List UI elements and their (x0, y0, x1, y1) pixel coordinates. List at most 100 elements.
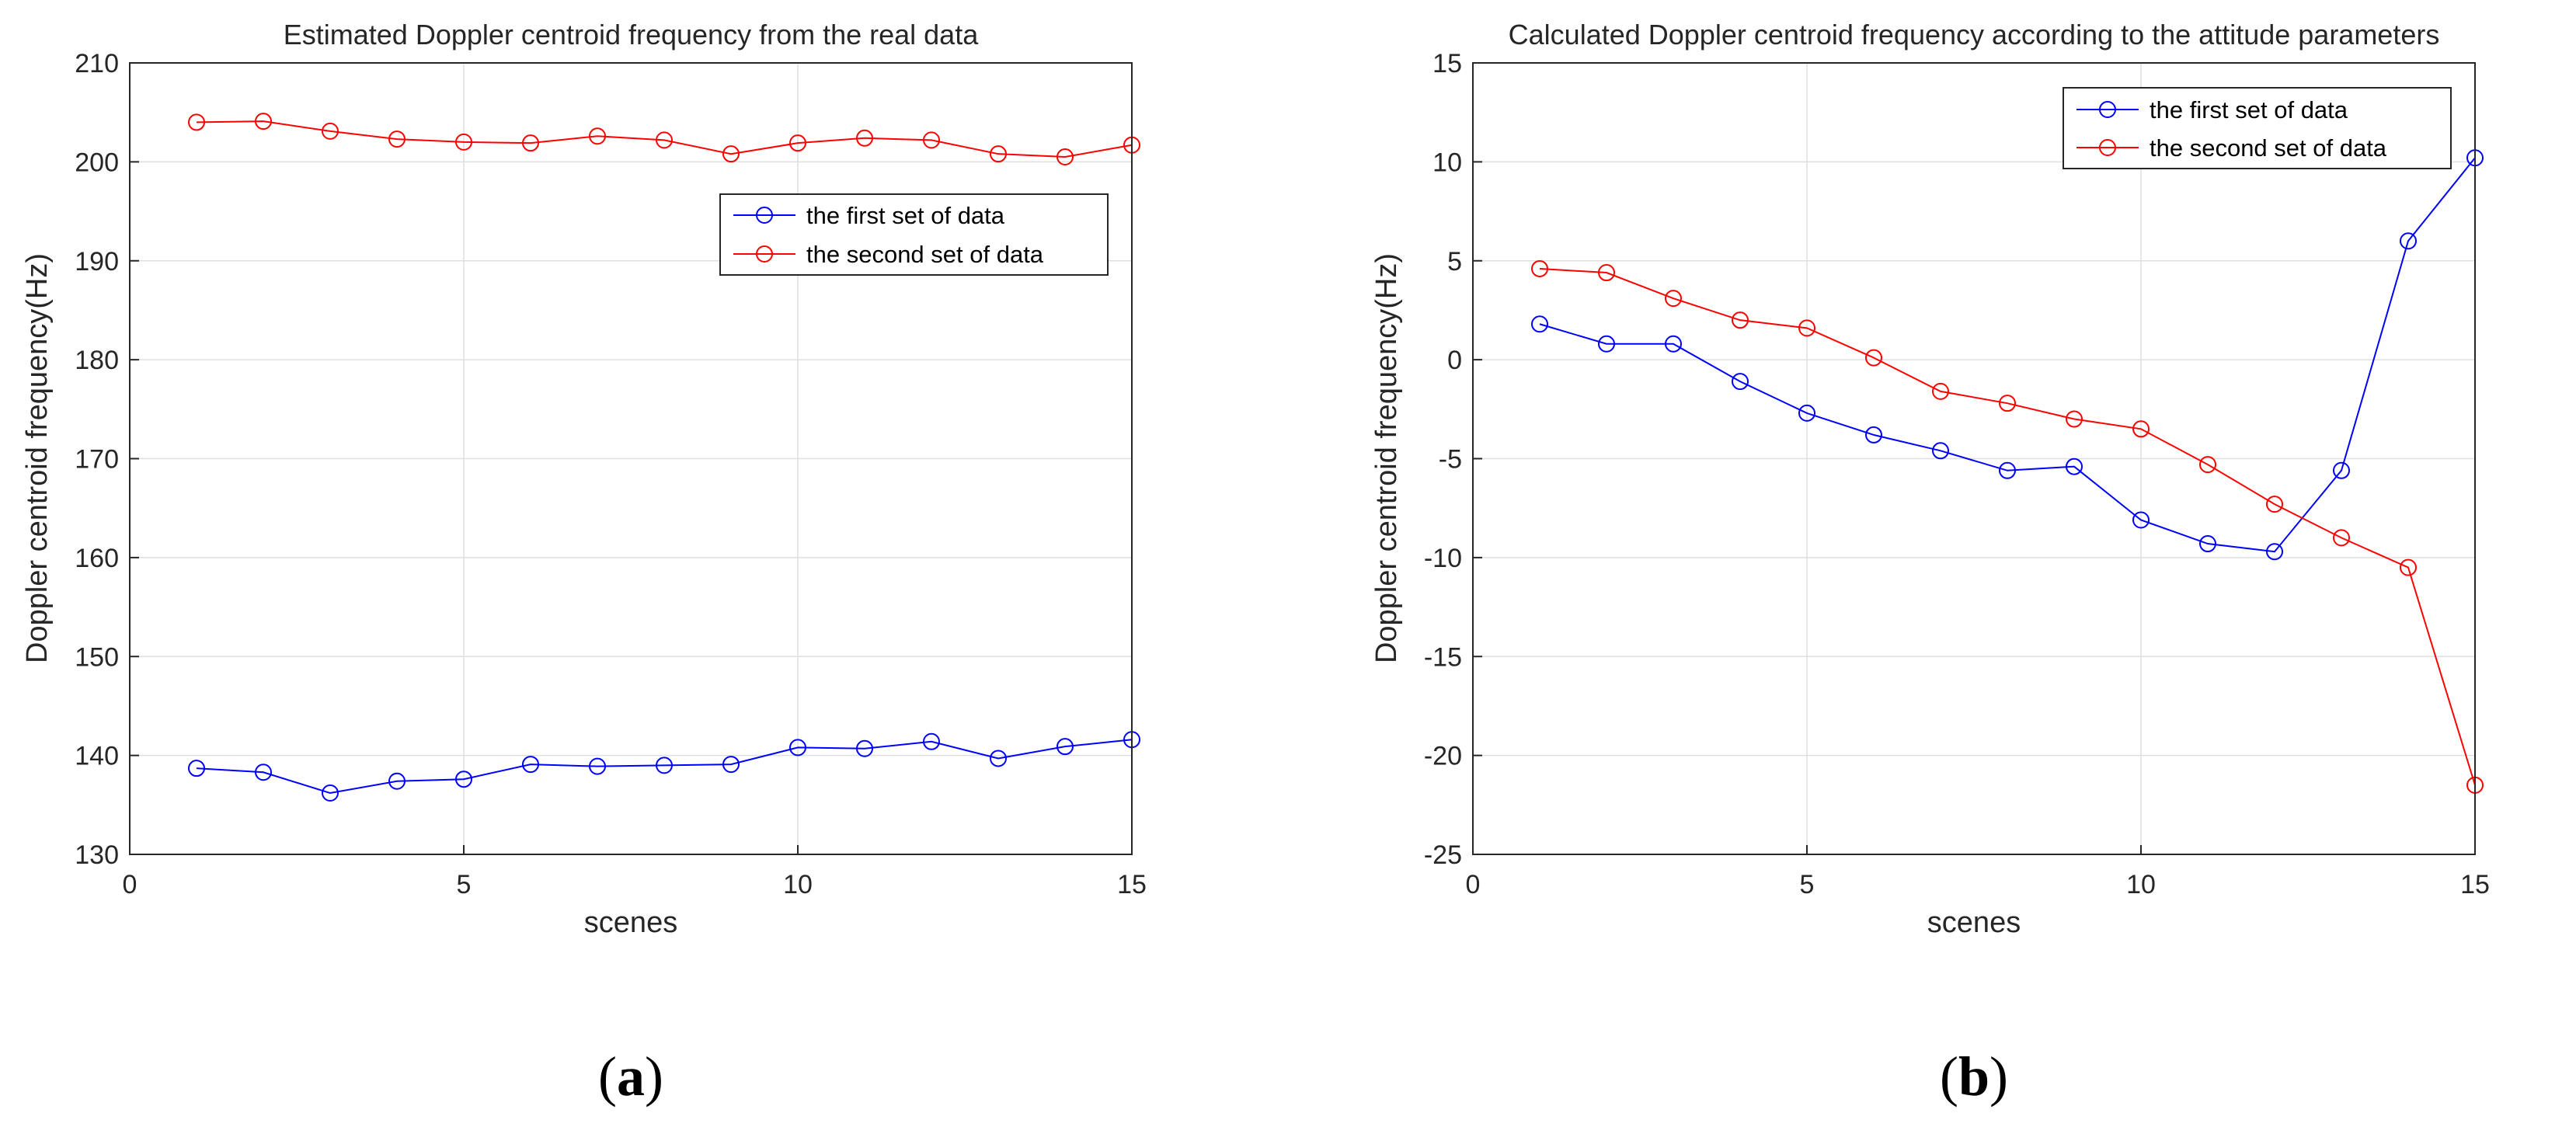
panel-b-legend: the first set of data the second set of … (2063, 87, 2452, 169)
panel-a-series-first-point (722, 756, 740, 774)
panel-a-legend-label-second: the second set of data (806, 241, 1044, 268)
panel-b-ticks: 0 5 10 15 -25 -20 -15 -10 -5 0 5 10 15 (1424, 49, 2490, 899)
panel-b-series-first-point (1598, 335, 1615, 353)
panel-a-series-second-point (789, 134, 806, 152)
panel-a-ytick-label: 190 (75, 247, 119, 277)
panel-b-ylabel: Doppler centroid frequency(Hz) (1370, 253, 1403, 663)
panel-b-series-first-line (1539, 157, 2476, 553)
panel-b-xtick-label: 15 (2460, 870, 2490, 899)
panel-a-series-second-point (455, 133, 472, 151)
panel-b-series-first-point (2266, 543, 2283, 561)
panel-b-series-second-point (1531, 259, 1548, 277)
panel-a-series-second-point (1057, 148, 1074, 166)
panel-b-ytick-label: -10 (1424, 544, 1462, 573)
panel-a-legend-box (719, 193, 1109, 276)
panel-b-ytick-label: -25 (1424, 840, 1462, 870)
panel-b-ytick-label: 0 (1447, 346, 1462, 375)
panel-b-series-first-point (1531, 315, 1548, 333)
panel-b-series-second-point (2199, 456, 2216, 474)
panel-a-series-first-point (990, 750, 1007, 767)
panel-a-series-first-point (255, 764, 272, 781)
panel-b-series-first-point (1798, 404, 1815, 422)
panel-b-series (1531, 149, 2484, 794)
panel-a-series (188, 113, 1140, 802)
panel-a-chart: 0 5 10 15 130 140 150 160 170 180 190 200 210 Estima… (21, 19, 1147, 939)
panel-a-series-first-point (522, 756, 539, 774)
panel-a-series-second-point (255, 113, 272, 130)
panel-b-series-first-point (1865, 426, 1882, 443)
panel-a-legend-marker-second (756, 245, 773, 263)
panel-a-ytick-label: 160 (75, 544, 119, 573)
panel-a-ylabel: Doppler centroid frequency(Hz) (21, 253, 54, 663)
panel-b-series-second-point (2333, 529, 2350, 547)
panel-b-legend-label-first: the first set of data (2150, 96, 2348, 123)
panel-b-series-second-point (1665, 290, 1682, 308)
panel-b-series-second-point (2132, 420, 2150, 438)
panel-b-ytick-label: -5 (1439, 445, 1462, 475)
panel-b-legend-label-second: the second set of data (2150, 134, 2387, 162)
panel-b-series-second-point (1865, 349, 1882, 367)
panel-a-ytick-label: 130 (75, 840, 119, 870)
panel-a-series-first-point (322, 784, 339, 802)
panel-b-grid (1473, 63, 2475, 854)
panel-a-series-second-point (589, 127, 606, 145)
panel-a-series-second-point (990, 145, 1007, 163)
panel-a-xtick-label: 5 (457, 870, 472, 899)
panel-a-grid (130, 63, 1132, 854)
panel-a-ytick-label: 180 (75, 346, 119, 375)
panel-a-series-first-point (923, 732, 940, 750)
panel-b-series-first-point (2132, 511, 2150, 529)
panel-a-series-first-point (589, 757, 606, 775)
panel-a-xlabel: scenes (584, 906, 677, 939)
panel-b-title: Calculated Doppler centroid frequency ac… (1509, 19, 2440, 50)
panel-a-series-first-point (1057, 738, 1074, 756)
panel-a-legend-label-first: the first set of data (806, 202, 1005, 229)
panel-a-xtick-label: 0 (123, 870, 138, 899)
panel-a-series-second-point (388, 130, 406, 148)
panel-a-xtick-label: 15 (1117, 870, 1147, 899)
panel-a-series-second-point (856, 129, 873, 147)
panel-a-ytick-label: 150 (75, 642, 119, 672)
panel-a-caption: (a) (598, 1045, 663, 1108)
panel-a-series-second-point (656, 131, 673, 149)
panel-b-series-first-point (1732, 373, 1749, 391)
panel-a-series-second-line (196, 120, 1133, 158)
panel-b-caption: (b) (1940, 1045, 2008, 1108)
panel-a-ticks: 0 5 10 15 130 140 150 160 170 180 190 200 210 (75, 49, 1147, 899)
panel-b-series-second-line (1539, 267, 2476, 786)
panel-a-series-first-point (455, 770, 472, 788)
panel-b-xtick-label: 5 (1800, 870, 1815, 899)
panel-a-series-first-point (656, 757, 673, 774)
panel-a-ytick-label: 170 (75, 445, 119, 475)
panel-a-legend-marker-first (756, 207, 773, 224)
panel-b-ytick-label: -15 (1424, 642, 1462, 672)
panel-b-series-first-point (1665, 335, 1682, 353)
panel-b-series-second-point (1932, 382, 1949, 400)
panel-a-series-second-point (522, 134, 539, 152)
panel-b-ytick-label: 15 (1432, 49, 1462, 78)
panel-b-legend-marker-second (2099, 139, 2116, 156)
panel-a-ytick-label: 200 (75, 148, 119, 177)
panel-b-xtick-label: 0 (1466, 870, 1481, 899)
panel-a-series-first-point (856, 739, 873, 757)
panel-b-ytick-label: -20 (1424, 742, 1462, 771)
panel-b-ytick-label: 10 (1432, 148, 1462, 177)
panel-a-series-first-point (188, 760, 205, 777)
panel-b-series-first-point (1999, 461, 2016, 479)
panel-a-ytick-label: 140 (75, 742, 119, 771)
panel-a-series-second-point (322, 122, 339, 140)
panel-b-series-first-point (2066, 457, 2083, 475)
panel-b-legend-marker-first (2099, 101, 2116, 118)
panel-a-ytick-label: 210 (75, 49, 119, 78)
panel-b-legend-box (2063, 87, 2452, 169)
panel-b-series-first-point (2199, 535, 2216, 553)
panel-b-series-second-point (2266, 496, 2283, 513)
panel-b-ytick-label: 5 (1447, 247, 1462, 277)
panel-a-legend: the first set of data the second set of … (719, 193, 1109, 276)
panel-b-series-second-point (2400, 558, 2417, 576)
panel-a-series-second-point (722, 145, 740, 163)
panel-b-series-first-point (1932, 442, 1949, 460)
panel-b-series-first-point (2400, 232, 2417, 250)
panel-a-series-first-point (388, 772, 406, 790)
